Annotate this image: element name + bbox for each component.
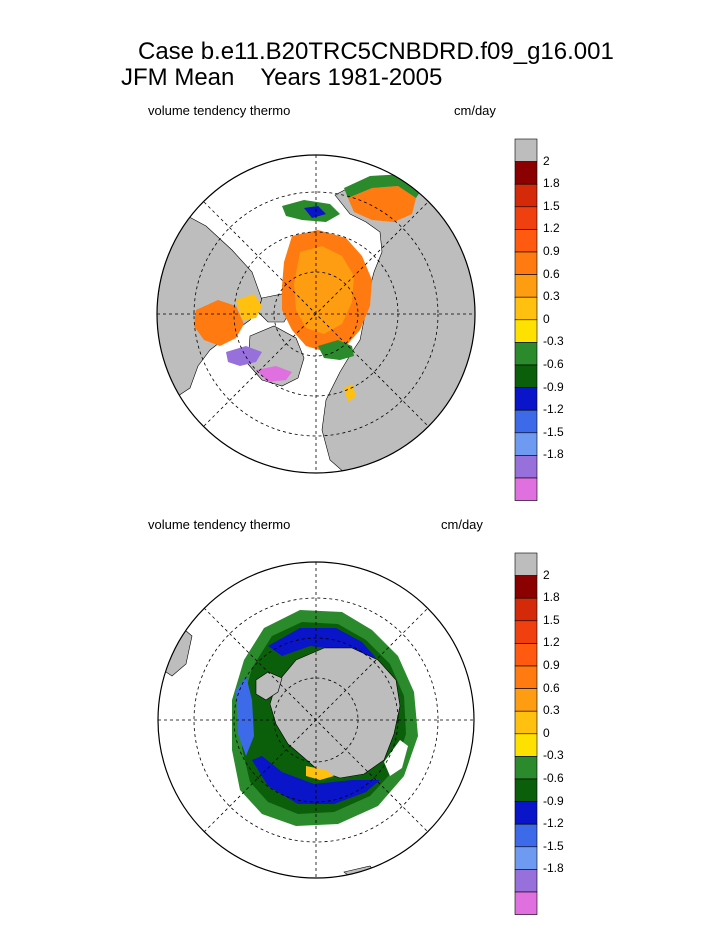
north-colorbar-box bbox=[514, 432, 538, 456]
north-colorbar-box bbox=[514, 183, 538, 208]
south-ice-coastal-white bbox=[384, 740, 408, 776]
south-colorbar-box bbox=[514, 552, 538, 576]
south-colorbar-tick-label: -0.9 bbox=[543, 793, 564, 808]
south-colorbar-box bbox=[514, 891, 538, 915]
north-colorbar-tick-label: 2 bbox=[543, 153, 550, 168]
north-ice-bering-blue bbox=[304, 206, 326, 218]
north-colorbar bbox=[514, 138, 538, 501]
north-colorbar-tick-label: 1.2 bbox=[543, 221, 560, 236]
south-colorbar-box bbox=[514, 643, 538, 667]
north-variable-label: volume tendency thermo bbox=[148, 103, 291, 118]
north-colorbar-tick-label: -1.8 bbox=[543, 447, 564, 462]
north-colorbar-box bbox=[514, 387, 538, 411]
south-colorbar-box bbox=[514, 688, 538, 712]
south-colorbar-tick-label: -1.5 bbox=[543, 838, 564, 853]
north-colorbar-box bbox=[514, 409, 538, 434]
north-colorbar-box bbox=[514, 229, 538, 253]
north-colorbar-box bbox=[514, 251, 538, 275]
south-colorbar-box bbox=[514, 823, 538, 848]
north-colorbar-box bbox=[514, 477, 538, 501]
south-variable-label: volume tendency thermo bbox=[148, 517, 291, 532]
north-colorbar-box bbox=[514, 319, 538, 343]
north-ice-central-core bbox=[294, 246, 354, 334]
north-ice-labrador-pink bbox=[256, 366, 292, 382]
south-colorbar-tick-label: 1.2 bbox=[543, 635, 560, 650]
north-colorbar-tick-label: 1.8 bbox=[543, 176, 560, 191]
south-colorbar-box bbox=[514, 801, 538, 825]
south-colorbar-tick-label: 1.8 bbox=[543, 590, 560, 605]
south-units-label: cm/day bbox=[441, 517, 483, 532]
north-colorbar-tick-label: -0.6 bbox=[543, 357, 564, 371]
south-colorbar-tick-label: -0.3 bbox=[543, 748, 564, 763]
south-colorbar-box bbox=[514, 756, 538, 780]
north-colorbar-tick-label: 0 bbox=[543, 311, 550, 326]
south-graticule bbox=[158, 562, 474, 878]
north-colorbar-tick-label: 1.5 bbox=[543, 198, 560, 213]
south-colorbar-box bbox=[514, 846, 538, 870]
north-colorbar-box bbox=[514, 138, 538, 162]
north-colorbar-tick-label: 0.6 bbox=[543, 266, 560, 281]
north-colorbar-box bbox=[514, 274, 538, 298]
south-colorbar-tick-label: 2 bbox=[543, 567, 550, 582]
south-colorbar-tick-label: 0 bbox=[543, 725, 550, 740]
north-colorbar-box bbox=[514, 342, 538, 366]
south-colorbar-box bbox=[514, 733, 538, 757]
south-colorbar-box bbox=[514, 710, 538, 735]
south-polar-map bbox=[157, 561, 475, 879]
north-ice-okhotsk bbox=[348, 186, 416, 222]
season-label: JFM Mean bbox=[121, 64, 235, 91]
north-colorbar-box bbox=[514, 206, 538, 230]
north-colorbar-tick-label: 0.3 bbox=[543, 289, 560, 304]
south-colorbar-box bbox=[514, 778, 538, 802]
south-colorbar-box bbox=[514, 665, 538, 689]
north-map-border bbox=[156, 154, 476, 474]
north-ice-hudson bbox=[194, 300, 244, 346]
figure-subtitle: JFM Mean Years 1981-2005 bbox=[121, 64, 442, 92]
south-colorbar bbox=[514, 552, 538, 915]
south-colorbar-box bbox=[514, 575, 538, 599]
south-colorbar-tick-label: 0.9 bbox=[543, 658, 560, 672]
north-ice-baltic bbox=[344, 384, 356, 402]
north-graticule bbox=[157, 155, 475, 473]
north-ice-greenland-sea bbox=[226, 346, 262, 366]
north-colorbar-tick-label: -1.2 bbox=[543, 402, 564, 417]
south-colorbar-box bbox=[514, 869, 538, 893]
south-colorbar-tick-label: -1.2 bbox=[543, 816, 564, 831]
north-colorbar-box bbox=[514, 296, 538, 321]
north-colorbar-tick-label: -1.5 bbox=[543, 424, 564, 439]
south-colorbar-box bbox=[514, 597, 538, 622]
north-colorbar-tick-label: -0.3 bbox=[543, 334, 564, 349]
south-colorbar-tick-label: 1.5 bbox=[543, 612, 560, 627]
north-units-label: cm/day bbox=[454, 103, 496, 118]
north-polar-map bbox=[156, 154, 476, 474]
north-colorbar-box bbox=[514, 364, 538, 388]
south-colorbar-box bbox=[514, 620, 538, 644]
figure-title: Case b.e11.B20TRC5CNBDRD.f09_g16.001 bbox=[138, 38, 614, 65]
north-colorbar-tick-label: 0.9 bbox=[543, 244, 560, 258]
north-colorbar-tick-label: -0.9 bbox=[543, 379, 564, 394]
south-colorbar-tick-label: 0.3 bbox=[543, 703, 560, 718]
north-colorbar-box bbox=[514, 161, 538, 185]
south-map-border bbox=[157, 561, 475, 879]
south-colorbar-tick-label: 0.6 bbox=[543, 680, 560, 695]
south-colorbar-tick-label: -0.6 bbox=[543, 771, 564, 785]
years-label: Years 1981-2005 bbox=[260, 64, 443, 91]
south-ice-coastal-yellow bbox=[306, 766, 334, 780]
north-colorbar-box bbox=[514, 455, 538, 479]
north-ice-barents-edge bbox=[318, 340, 354, 360]
south-ice-weddell-blue bbox=[252, 756, 380, 804]
north-ice-baffin bbox=[236, 294, 262, 320]
south-ice-bellingshausen-blue bbox=[236, 676, 254, 756]
south-colorbar-tick-label: -1.8 bbox=[543, 861, 564, 876]
